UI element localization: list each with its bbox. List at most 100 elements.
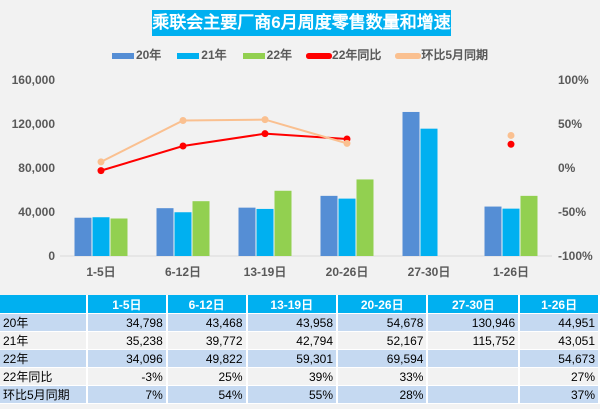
- table-cell: [427, 385, 521, 404]
- bar: [420, 128, 438, 256]
- legend-label: 22年: [266, 48, 293, 62]
- table-cell: [427, 367, 521, 386]
- line-point: [343, 139, 351, 147]
- table-cell: 35,238: [87, 331, 168, 350]
- y-tick-label: 80,000: [18, 161, 55, 175]
- legend-label: 环比5月同期: [421, 48, 489, 62]
- table-cell: 39%: [246, 367, 339, 386]
- y2-tick-label: 50%: [558, 117, 582, 131]
- table-cell: 69,594: [337, 349, 429, 368]
- bar: [74, 217, 92, 256]
- table-cell: -3%: [87, 367, 168, 386]
- y2-tick-label: -100%: [558, 249, 593, 263]
- table-row: 21年 35,238 39,772 42,794 52,167 115,752 43,051: [0, 331, 600, 350]
- y-tick-label: 0: [48, 249, 55, 263]
- line-point: [97, 167, 105, 175]
- column-header: 1-26日: [519, 295, 600, 314]
- x-tick-label: 13-19日: [244, 265, 287, 279]
- table-cell: [427, 349, 521, 368]
- legend-item: 21年: [177, 46, 227, 63]
- line-point: [179, 142, 187, 150]
- bar: [156, 208, 174, 256]
- bar: [502, 208, 520, 256]
- bar: [110, 218, 128, 256]
- table-row: 环比5月同期 7% 54% 55% 28% 37%: [0, 385, 600, 404]
- line-point: [507, 131, 515, 139]
- table-header: 1-5日 6-12日 13-19日 20-26日 27-30日 1-26日: [0, 295, 600, 314]
- y-tick-label: 120,000: [12, 117, 56, 131]
- bar: [192, 201, 210, 256]
- bar: [320, 195, 338, 256]
- legend-swatch: [177, 52, 200, 59]
- table-row: 22年 34,096 49,822 59,301 69,594 54,673: [0, 349, 600, 368]
- table-cell: 20年: [0, 313, 88, 332]
- table-cell: 54,673: [519, 349, 600, 368]
- table-cell: 28%: [337, 385, 429, 404]
- table-row: 20年 34,798 43,468 43,958 54,678 130,946 44,951: [0, 313, 600, 332]
- table-cell: 34,798: [87, 313, 168, 332]
- table-cell: 37%: [519, 385, 600, 404]
- legend-item: 22年: [242, 46, 293, 63]
- table-cell: 环比5月同期: [0, 385, 88, 404]
- y-tick-label: 40,000: [18, 205, 55, 219]
- bar: [520, 195, 538, 256]
- x-tick-label: 6-12日: [165, 265, 201, 279]
- bar: [356, 179, 374, 256]
- line-point: [261, 116, 269, 124]
- table-cell: 25%: [166, 367, 248, 386]
- bar: [338, 198, 356, 256]
- chart-title: 乘联会主要厂商6月周度零售数量和增速: [152, 10, 451, 36]
- table-cell: 44,951: [519, 313, 600, 332]
- column-header: 1-5日: [87, 295, 168, 314]
- series-line: [100, 118, 348, 163]
- table-cell: 54,678: [337, 313, 429, 332]
- bar: [274, 190, 292, 256]
- table-cell: 7%: [87, 385, 168, 404]
- legend-swatch: [397, 54, 420, 57]
- legend-swatch: [242, 52, 265, 59]
- table-cell: 21年: [0, 331, 88, 350]
- legend-label: 21年: [201, 48, 227, 62]
- table-row: 22年同比 -3% 25% 39% 33% 27%: [0, 367, 600, 386]
- column-header: 20-26日: [337, 295, 429, 314]
- legend-label: 22年同比: [332, 48, 382, 62]
- table-cell: 42,794: [246, 331, 339, 350]
- legend-item: 22年同比: [308, 46, 381, 63]
- legend-item: 环比5月同期: [397, 46, 488, 63]
- bar: [174, 212, 192, 256]
- table-cell: 39,772: [166, 331, 248, 350]
- y2-tick-label: 100%: [558, 73, 589, 87]
- legend-label: 20年: [135, 48, 162, 62]
- bar: [92, 217, 110, 256]
- legend-swatch: [308, 54, 331, 57]
- table-cell: 59,301: [246, 349, 339, 368]
- line-point: [97, 158, 105, 166]
- table-cell: 52,167: [337, 331, 429, 350]
- series-line: [100, 132, 348, 172]
- column-header: 27-30日: [427, 295, 521, 314]
- legend-swatch: [111, 52, 134, 59]
- chart: 0 40,000 80,000 120,000 160,000 -100% -50% 0% 50…: [12, 73, 593, 279]
- data-table: 1-5日 6-12日 13-19日 20-26日 27-30日 1-26日 20年 34,79…: [0, 295, 600, 404]
- line-point: [179, 116, 187, 124]
- y-tick-label: 160,000: [12, 73, 56, 87]
- table-cell: 43,051: [519, 331, 600, 350]
- table-cell: 22年同比: [0, 367, 88, 386]
- table-cell: 27%: [519, 367, 600, 386]
- y2-tick-label: -50%: [558, 205, 586, 219]
- x-tick-label: 27-30日: [408, 265, 451, 279]
- line-point: [261, 130, 269, 138]
- bar: [256, 208, 274, 256]
- table-cell: 55%: [246, 385, 339, 404]
- x-tick-label: 20-26日: [326, 265, 369, 279]
- table-cell: 33%: [337, 367, 429, 386]
- x-tick-label: 1-26日: [493, 265, 529, 279]
- x-tick-label: 1-5日: [86, 265, 115, 279]
- table-cell: 115,752: [427, 331, 521, 350]
- table-cell: 43,958: [246, 313, 339, 332]
- legend: 20年 21年 22年 22年同比 环比5月同期: [0, 46, 600, 63]
- legend-item: 20年: [111, 46, 162, 63]
- table-cell: 54%: [166, 385, 248, 404]
- column-header: 13-19日: [246, 295, 339, 314]
- table-cell: 49,822: [166, 349, 248, 368]
